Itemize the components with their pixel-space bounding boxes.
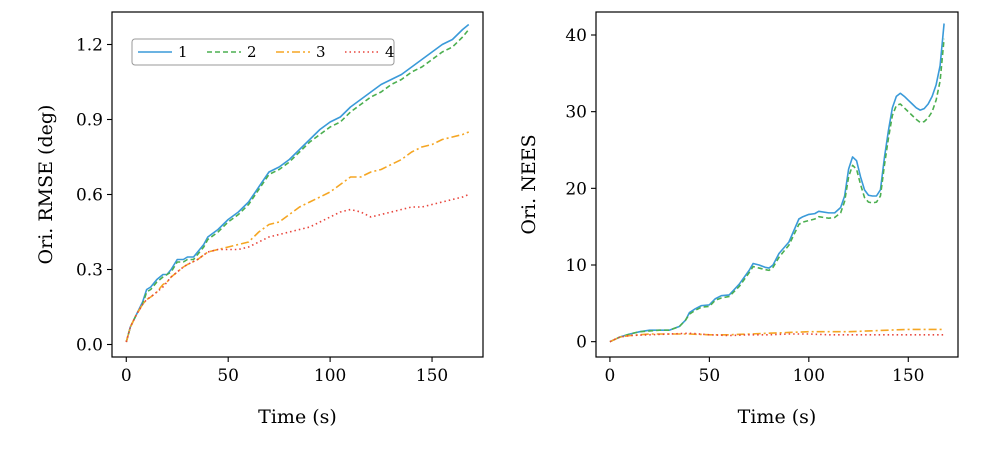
legend-label-4: 4 <box>385 43 395 61</box>
series-line-1 <box>609 23 945 343</box>
x-tick-label: 100 <box>314 366 346 386</box>
x-tick-label: 150 <box>416 366 448 386</box>
series-line-2 <box>125 28 470 343</box>
x-tick-label: 100 <box>793 366 825 386</box>
y-tick-label: 0.9 <box>76 111 103 131</box>
plot-frame <box>111 11 484 358</box>
legend-label-1: 1 <box>178 43 188 61</box>
legend-label-2: 2 <box>247 43 257 61</box>
x-tick-label: 0 <box>121 366 132 386</box>
y-tick-label: 10 <box>565 256 587 276</box>
nees-panel: 0 50 100 150 0 10 20 30 40 Time (s) Ori. NEES <box>518 11 959 428</box>
y-tick-label: 0.3 <box>76 261 103 281</box>
series-line-3 <box>609 328 945 343</box>
x-axis-label: Time (s) <box>258 406 337 428</box>
series-line-4 <box>125 193 470 343</box>
x-tick-label: 150 <box>892 366 924 386</box>
x-tick-label: 50 <box>217 366 239 386</box>
legend-label-3: 3 <box>316 43 326 61</box>
y-tick-label: 0 <box>576 333 587 353</box>
series-line-1 <box>125 23 470 343</box>
y-axis-label: Ori. NEES <box>518 134 540 234</box>
y-tick-label: 40 <box>565 26 587 46</box>
x-axis-label: Time (s) <box>738 406 817 428</box>
x-tick-label: 50 <box>699 366 721 386</box>
legend: 1 2 3 4 <box>131 38 395 66</box>
y-axis-label: Ori. RMSE (deg) <box>35 105 57 265</box>
y-tick-label: 1.2 <box>76 36 103 56</box>
series-line-3 <box>125 131 470 343</box>
rmse-panel: 0 50 100 150 0.0 0.3 0.6 0.9 1.2 Time (s) Ori. RMS… <box>35 11 484 428</box>
legend-box <box>131 38 395 66</box>
y-tick-label: 30 <box>565 103 587 123</box>
y-tick-label: 0.6 <box>76 186 103 206</box>
plot-frame <box>595 11 959 358</box>
series-line-4 <box>609 332 945 343</box>
y-tick-label: 20 <box>565 179 587 199</box>
y-tick-label: 0.0 <box>76 336 103 356</box>
x-tick-label: 0 <box>605 366 616 386</box>
series-line-2 <box>609 38 945 343</box>
